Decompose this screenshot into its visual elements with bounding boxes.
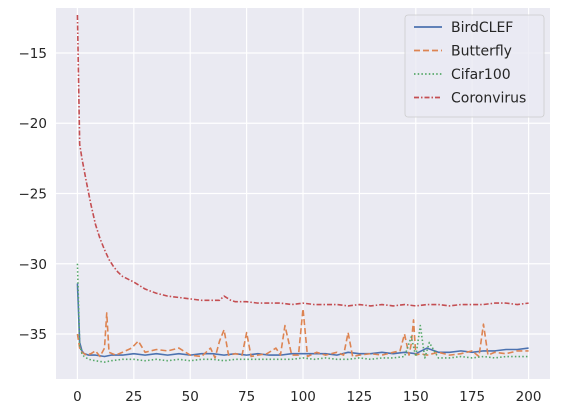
- x-tick-label: 0: [73, 389, 82, 405]
- y-tick-label: −25: [19, 187, 48, 203]
- x-tick-label: 150: [403, 389, 429, 405]
- y-tick-label: −20: [19, 116, 48, 132]
- y-tick-label: −30: [19, 257, 48, 273]
- x-axis: 0 25 50 75 100 125 150 175 200: [73, 389, 541, 405]
- legend-label: Cifar100: [451, 67, 511, 83]
- x-tick-label: 100: [290, 389, 316, 405]
- legend: BirdCLEF Butterfly Cifar100 Coronvirus: [405, 15, 544, 117]
- legend-label: Butterfly: [451, 44, 512, 60]
- x-tick-label: 175: [459, 389, 485, 405]
- x-tick-label: 50: [182, 389, 199, 405]
- y-tick-label: −15: [19, 46, 48, 62]
- x-tick-label: 125: [347, 389, 373, 405]
- legend-label: Coronvirus: [451, 91, 526, 107]
- y-axis: −35 −30 −25 −20 −15: [19, 46, 48, 343]
- x-tick-label: 200: [516, 389, 542, 405]
- legend-label: BirdCLEF: [451, 20, 513, 36]
- x-tick-label: 75: [238, 389, 255, 405]
- x-tick-label: 25: [125, 389, 142, 405]
- y-tick-label: −35: [19, 327, 48, 343]
